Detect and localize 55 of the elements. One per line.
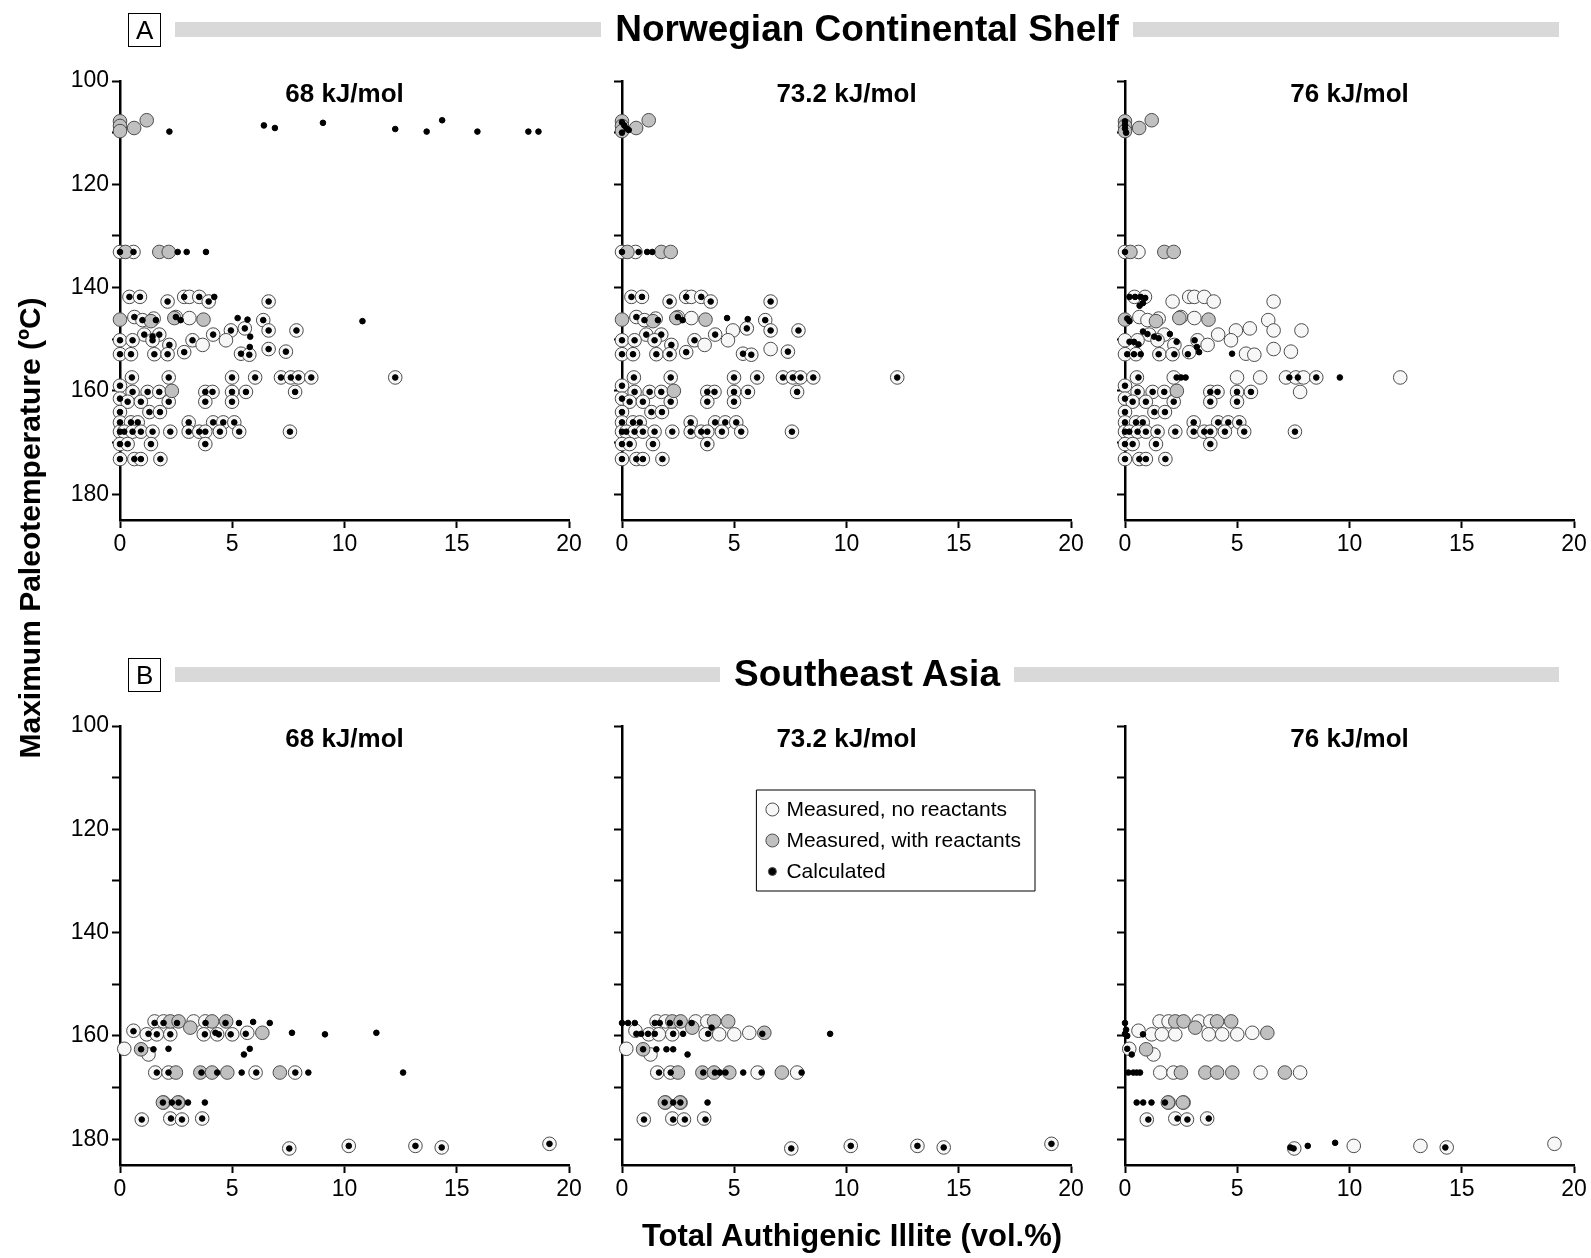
chart-title: 68 kJ/mol — [285, 78, 404, 109]
y-tick-label: 140 — [70, 272, 109, 299]
y-tick-label: 180 — [70, 479, 109, 506]
x-tick-label: 0 — [615, 1175, 629, 1202]
text: A — [128, 13, 162, 47]
x-tick-label: 10 — [331, 530, 358, 557]
x-tick-label: 0 — [113, 530, 127, 557]
legend-label: Measured, no reactants — [786, 797, 1008, 821]
x-tick-label: 5 — [1230, 530, 1244, 557]
y-tick-label: 160 — [70, 1021, 109, 1048]
x-tick-label: 20 — [1561, 1175, 1587, 1202]
x-axis-title: Total Authigenic Illite (vol.%) — [641, 1218, 1063, 1254]
x-tick-label: 15 — [1448, 1175, 1475, 1202]
x-tick-label: 5 — [727, 1175, 741, 1202]
legend-label: Measured, with reactants — [786, 828, 1021, 852]
text: Southeast Asia — [733, 653, 1002, 695]
x-tick-label: 20 — [1561, 530, 1587, 557]
x-tick-label: 15 — [945, 1175, 972, 1202]
chart-title: 76 kJ/mol — [1290, 78, 1409, 109]
x-tick-label: 20 — [1058, 530, 1084, 557]
x-tick-label: 10 — [833, 1175, 860, 1202]
x-tick-label: 15 — [443, 1175, 470, 1202]
x-tick-label: 10 — [1336, 1175, 1363, 1202]
x-tick-label: 10 — [833, 530, 860, 557]
x-tick-label: 0 — [615, 530, 629, 557]
x-tick-label: 0 — [113, 1175, 127, 1202]
x-tick-label: 5 — [1230, 1175, 1244, 1202]
y-axis-title: Maximum Paleotemperature (ºC) — [13, 297, 47, 759]
y-tick-label: 100 — [70, 711, 109, 738]
y-tick-label: 140 — [70, 917, 109, 944]
x-tick-label: 10 — [1336, 530, 1363, 557]
x-tick-label: 15 — [945, 530, 972, 557]
legend-label: Calculated — [786, 859, 886, 883]
chart-title: 68 kJ/mol — [285, 723, 404, 754]
x-tick-label: 15 — [1448, 530, 1475, 557]
x-tick-label: 20 — [556, 1175, 582, 1202]
x-tick-label: 20 — [556, 530, 582, 557]
y-tick-label: 180 — [70, 1124, 109, 1151]
y-tick-label: 160 — [70, 376, 109, 403]
y-tick-label: 120 — [70, 169, 109, 196]
x-tick-label: 0 — [1118, 1175, 1132, 1202]
x-tick-label: 10 — [331, 1175, 358, 1202]
x-tick-label: 5 — [225, 1175, 239, 1202]
x-tick-label: 5 — [727, 530, 741, 557]
chart-title: 73.2 kJ/mol — [776, 723, 917, 754]
x-tick-label: 0 — [1118, 530, 1132, 557]
y-tick-label: 120 — [70, 814, 109, 841]
text: Norwegian Continental Shelf — [614, 8, 1120, 50]
chart-title: 76 kJ/mol — [1290, 723, 1409, 754]
x-tick-label: 20 — [1058, 1175, 1084, 1202]
x-tick-label: 5 — [225, 530, 239, 557]
chart-title: 73.2 kJ/mol — [776, 78, 917, 109]
text: B — [128, 658, 162, 692]
x-tick-label: 15 — [443, 530, 470, 557]
y-tick-label: 100 — [70, 66, 109, 93]
